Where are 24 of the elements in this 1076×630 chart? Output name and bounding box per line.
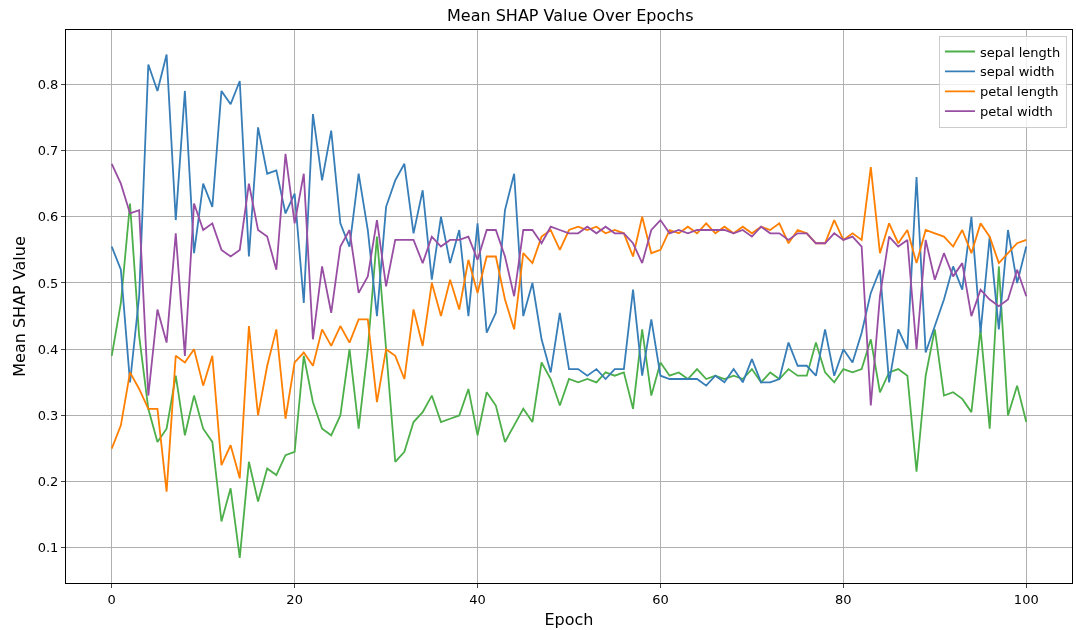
legend-label: sepal length xyxy=(979,44,1061,60)
x-axis-title: Epoch xyxy=(544,610,594,630)
line-series xyxy=(110,202,1028,559)
y-tick-label: 0.2 xyxy=(37,474,59,490)
line-series xyxy=(110,166,1028,493)
legend-label: petal width xyxy=(979,104,1053,120)
x-tick-label: 0 xyxy=(107,591,116,607)
legend-label: petal length xyxy=(979,84,1059,100)
y-tick-label: 0.8 xyxy=(37,76,59,92)
x-tick-label: 80 xyxy=(835,591,852,607)
x-tick-label: 60 xyxy=(652,591,669,607)
y-tick-label: 0.4 xyxy=(37,341,59,357)
y-tick-label: 0.6 xyxy=(37,209,59,225)
y-tick-label: 0.1 xyxy=(37,540,59,556)
y-axis-title: Mean SHAP Value xyxy=(9,236,29,377)
x-tick-label: 20 xyxy=(286,591,303,607)
y-tick-label: 0.5 xyxy=(37,275,59,291)
legend-label: sepal width xyxy=(979,64,1055,80)
y-tick-label: 0.3 xyxy=(37,407,59,423)
x-tick-label: 40 xyxy=(469,591,486,607)
y-tick-label: 0.7 xyxy=(37,143,59,159)
line-series xyxy=(110,152,1028,407)
chart-title: Mean SHAP Value Over Epochs xyxy=(447,5,694,25)
x-tick-label: 100 xyxy=(1013,591,1039,607)
